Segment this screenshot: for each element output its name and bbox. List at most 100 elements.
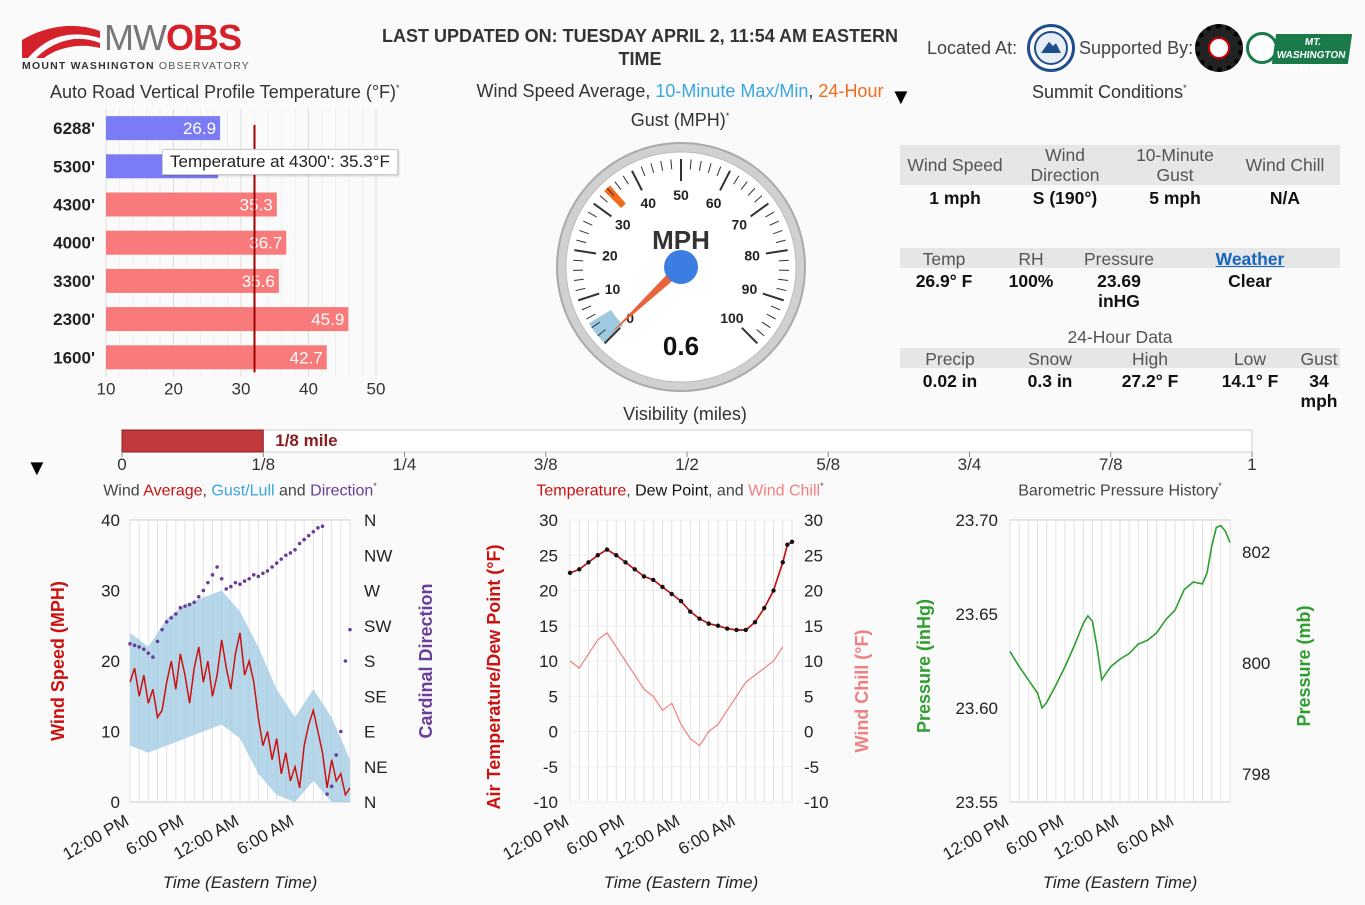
- temperature-point: [734, 627, 739, 633]
- gauge-tick: [733, 175, 740, 185]
- direction-point: [146, 651, 151, 655]
- y2-tick-label: 30: [804, 511, 823, 530]
- mwobs-logo[interactable]: MWOBS MOUNT WASHINGTON OBSERVATORY: [22, 17, 262, 74]
- y2-axis-label: Cardinal Direction: [416, 583, 436, 738]
- value-gust: 34 mph: [1300, 371, 1338, 411]
- visibility-tick-label: 1: [1247, 455, 1256, 474]
- direction-point: [169, 616, 174, 620]
- temperature-point: [604, 547, 610, 552]
- direction-point: [183, 604, 187, 608]
- visibility-tick-label: 1/4: [393, 455, 417, 474]
- summit-row1-header-bg: [900, 145, 1340, 185]
- gauge-tick: [770, 305, 781, 311]
- gauge-tick: [740, 181, 748, 190]
- gauge-tick: [762, 292, 785, 302]
- x-tick-label: 6:00 AM: [1113, 811, 1177, 859]
- gauge-tick-label: 40: [641, 195, 657, 211]
- temperature-point: [632, 567, 637, 572]
- direction-point: [164, 620, 169, 624]
- last-updated: LAST UPDATED ON: TUESDAY APRIL 2, 11:54 …: [381, 26, 899, 69]
- auto-road-logo[interactable]: MT. WASHINGTON AUTO ROAD: [1246, 30, 1353, 74]
- collapse-arrow-icon[interactable]: ▼: [890, 84, 912, 109]
- value-temp: 26.9° F: [915, 271, 973, 291]
- y2-tick-label: 802: [1242, 543, 1270, 562]
- y2-tick-label: 800: [1242, 654, 1270, 673]
- profile-x-tick: 30: [232, 379, 251, 398]
- direction-point: [293, 547, 297, 552]
- gauge-tick: [749, 202, 769, 218]
- profile-category-label: 5300': [53, 157, 95, 176]
- y2-tick-label: SE: [364, 687, 387, 706]
- logo-wordmark: MWOBS: [104, 17, 242, 58]
- gauge-tick-label: 80: [744, 248, 760, 264]
- visibility-tick-label: 1/8: [251, 455, 275, 474]
- direction-point: [242, 579, 247, 583]
- header-high: High: [1132, 349, 1168, 369]
- y-tick-label: 30: [101, 582, 120, 601]
- direction-point: [224, 587, 229, 591]
- visibility-chart: 1/8 mile 0 1/8 1/4 3/8 1/2 5/8 3/4 7/8 1: [117, 429, 1257, 474]
- value-10min-gust: 5 mph: [1149, 188, 1201, 208]
- profile-title: Auto Road Vertical Profile Temperature (…: [50, 82, 400, 102]
- summit-title: Summit Conditions*: [1032, 82, 1187, 102]
- gauge-tick-label: 20: [602, 248, 618, 264]
- profile-bar: [106, 192, 277, 217]
- temp-chart-title: Temperature, Dew Point, and Wind Chill*: [536, 481, 824, 500]
- direction-point: [132, 643, 137, 648]
- profile-x-tick: 20: [164, 379, 183, 398]
- y-tick-label: 23.55: [955, 793, 998, 812]
- y-tick-label: -5: [543, 758, 558, 777]
- state-park-logo[interactable]: [1027, 24, 1075, 72]
- gauge-hub: [664, 250, 698, 284]
- summit-row3-header-bg: [900, 348, 1340, 368]
- gauge-tick: [776, 287, 787, 292]
- direction-point: [311, 529, 316, 534]
- weather-link[interactable]: Weather: [1215, 249, 1285, 269]
- direction-point: [187, 602, 192, 607]
- value-wind-chill: N/A: [1269, 188, 1301, 208]
- x-tick-label: 12:00 PM: [59, 811, 132, 864]
- visibility-tick-label: 3/8: [534, 455, 558, 474]
- profile-tooltip: Temperature at 4300': 35.3°F: [162, 149, 398, 175]
- y2-tick-label: 5: [804, 687, 813, 706]
- direction-point: [279, 557, 284, 561]
- gauge-tick: [597, 329, 606, 337]
- y2-tick-label: W: [364, 582, 380, 601]
- expand-arrow-icon[interactable]: ▼: [26, 455, 48, 480]
- profile-x-tick: 50: [367, 379, 386, 398]
- y-tick-label: 23.60: [955, 699, 998, 718]
- x-axis-label: Time (Eastern Time): [163, 873, 318, 892]
- profile-bar: [106, 268, 279, 293]
- gauge-tick: [660, 160, 664, 171]
- gauge-tick: [583, 220, 593, 226]
- direction-point: [256, 574, 261, 579]
- gauge-tick: [756, 329, 765, 337]
- temperature-point: [743, 627, 748, 633]
- temperature-point: [641, 574, 647, 579]
- header-rh: RH: [1018, 249, 1044, 269]
- temperature-history-chart: -10 -10 -5 -5 0 0 5 5 10 10 15 15 20 20 25 25 30 30 12:00 …: [484, 511, 872, 892]
- temperature-point: [785, 542, 790, 547]
- direction-point: [233, 580, 238, 585]
- gauge-tick: [599, 195, 608, 203]
- y-tick-label: 10: [539, 652, 558, 671]
- gauge-tick: [631, 170, 643, 191]
- gauge-tick: [650, 163, 655, 174]
- y2-tick-label: SW: [364, 617, 391, 636]
- value-wind-speed: 1 mph: [929, 188, 981, 208]
- temperature-point: [595, 553, 600, 558]
- gauge-tick: [591, 321, 601, 329]
- x-tick-label: 12:00 PM: [499, 811, 572, 864]
- profile-category-label: 1600': [53, 348, 95, 367]
- wind-average-line: [129, 632, 351, 797]
- cog-railway-logo[interactable]: [1195, 24, 1243, 72]
- y-tick-label: 10: [101, 723, 120, 742]
- y-tick-label: 0: [111, 793, 120, 812]
- gauge-tick: [765, 211, 775, 218]
- gauge-needle: [609, 263, 685, 335]
- header-gust: Gust: [1300, 349, 1338, 369]
- y2-tick-label: N: [364, 793, 376, 812]
- direction-point: [201, 588, 206, 593]
- gauge-tick: [606, 187, 615, 196]
- temperature-point: [577, 567, 582, 572]
